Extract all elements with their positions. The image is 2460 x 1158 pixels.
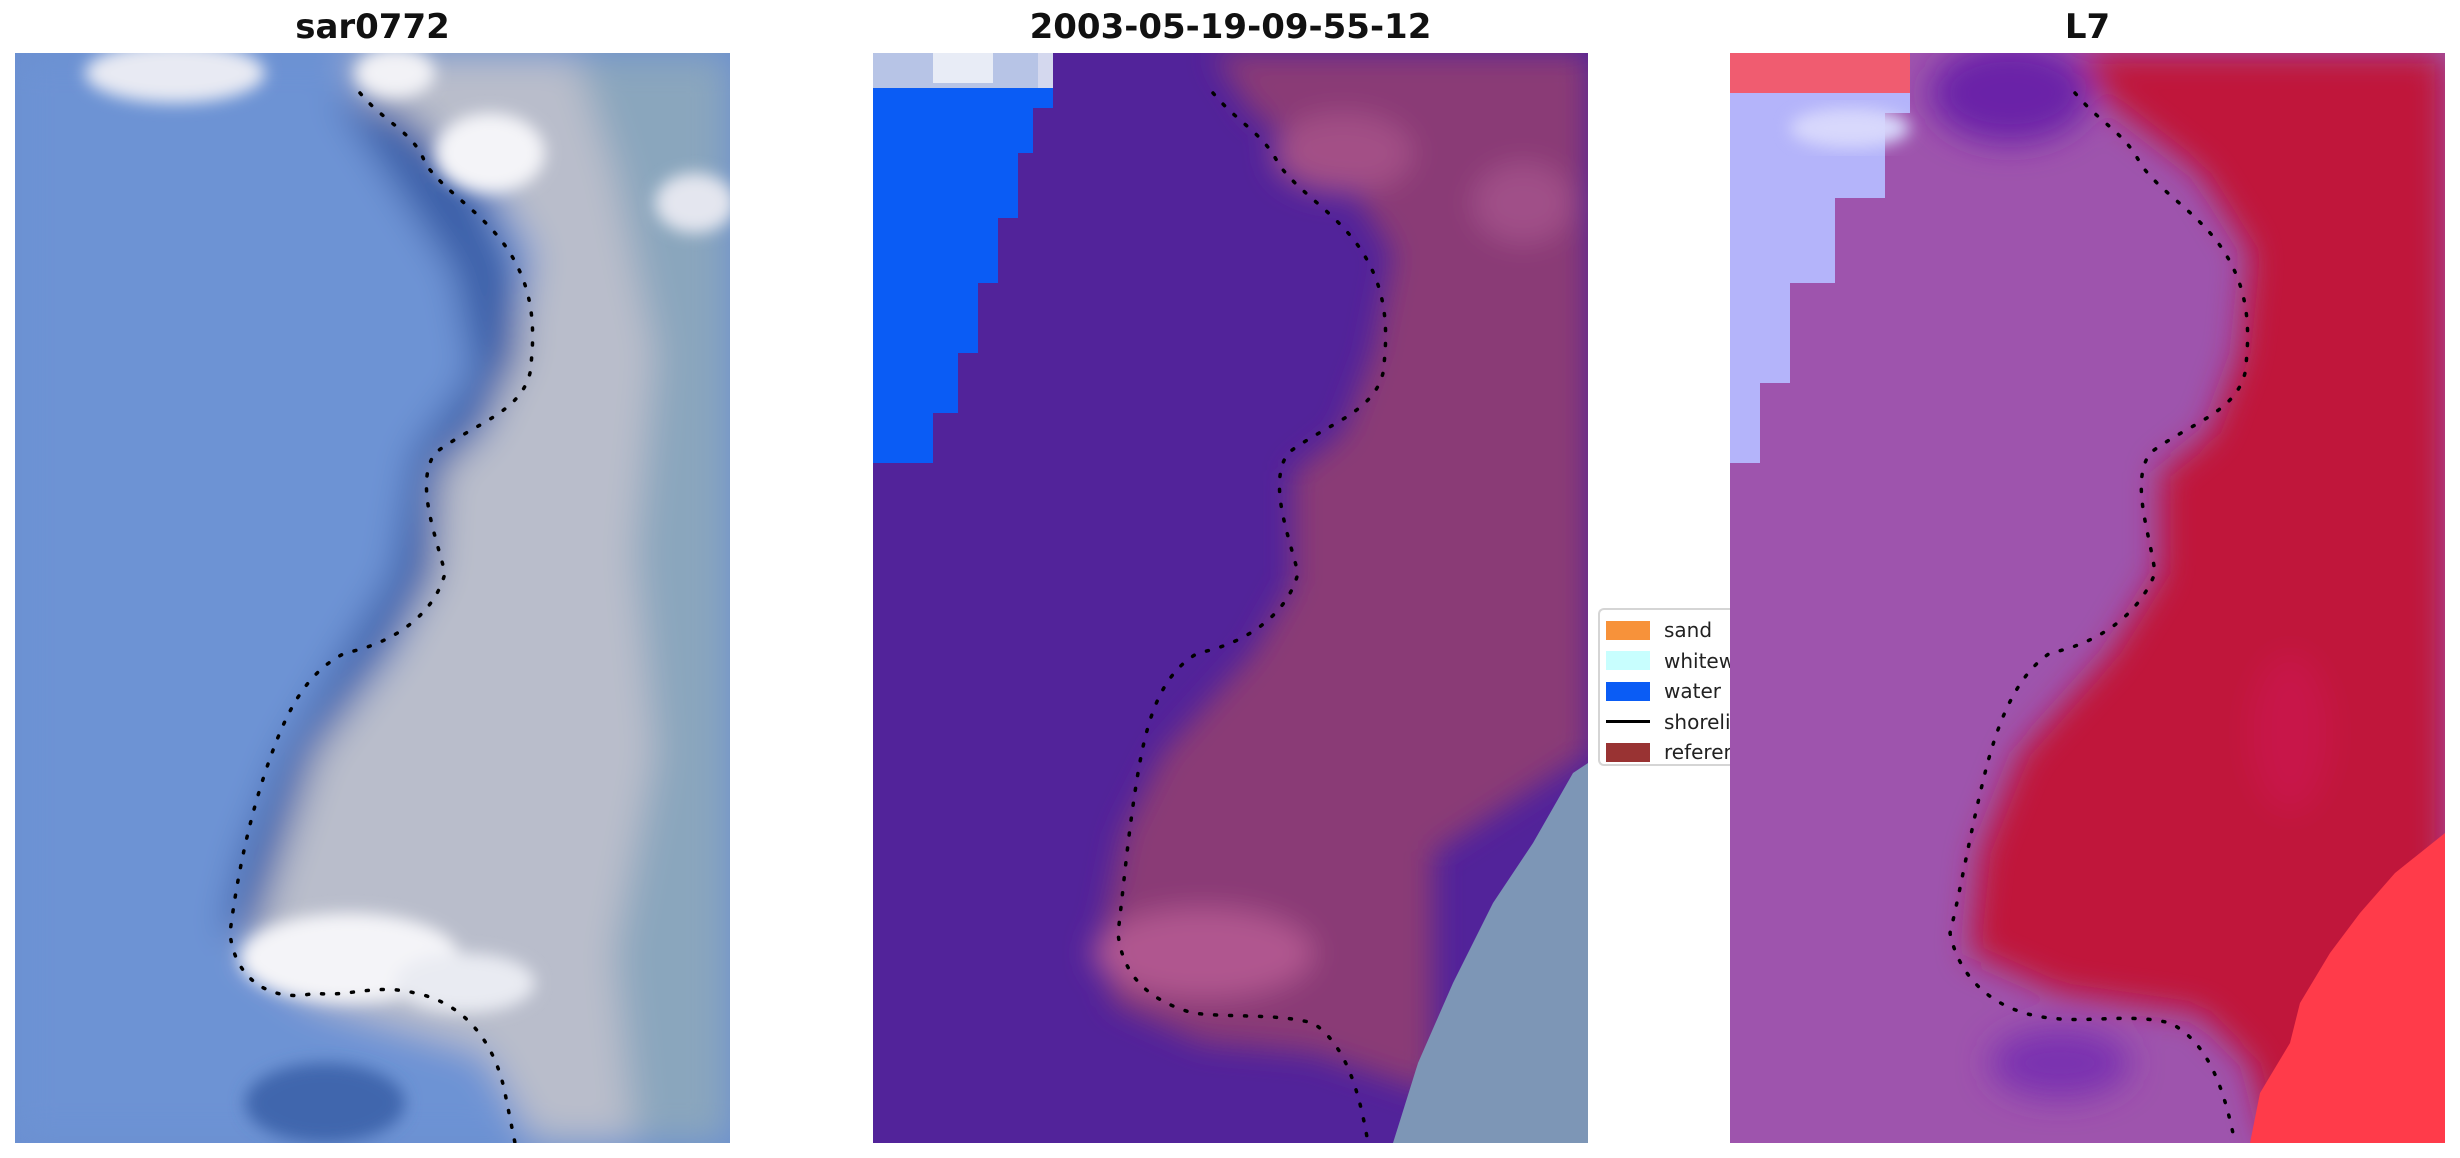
- classification-image: [873, 53, 1588, 1143]
- open-water-region: [873, 53, 1053, 463]
- classification-panel: [873, 53, 1588, 1143]
- legend-item-sand: sand: [1606, 615, 1730, 646]
- panel-title-rgb: sar0772: [295, 7, 450, 47]
- panel-title-false-color: L7: [2064, 7, 2111, 47]
- panel-title-classification: 2003-05-19-09-55-12: [1029, 7, 1432, 47]
- false-color-panel: [1730, 53, 2445, 1143]
- legend-item-shoreline: shoreline: [1606, 707, 1730, 738]
- legend-item-water: water: [1606, 676, 1730, 707]
- water-swatch-icon: [1606, 681, 1650, 701]
- whitewater-swatch-icon: [1606, 651, 1650, 671]
- reference-shoreline-swatch-icon: [1606, 742, 1650, 762]
- bright-region: [1730, 53, 1910, 463]
- rgb-image-panel: [15, 53, 730, 1143]
- legend-label: reference shoreline: [1664, 740, 1730, 765]
- shoreline-classification: [1116, 91, 1388, 1143]
- legend-label: sand: [1664, 618, 1713, 643]
- sand-swatch-icon: [1606, 620, 1650, 640]
- legend-label: water: [1664, 679, 1721, 704]
- shoreline-line-icon: [1606, 720, 1650, 724]
- false-color-image: [1730, 53, 2445, 1143]
- shoreline-false-color: [1948, 91, 2250, 1143]
- legend-label: shoreline: [1664, 709, 1730, 734]
- legend-item-reference-shoreline: reference shoreline: [1606, 737, 1730, 765]
- rgb-image: [15, 53, 730, 1143]
